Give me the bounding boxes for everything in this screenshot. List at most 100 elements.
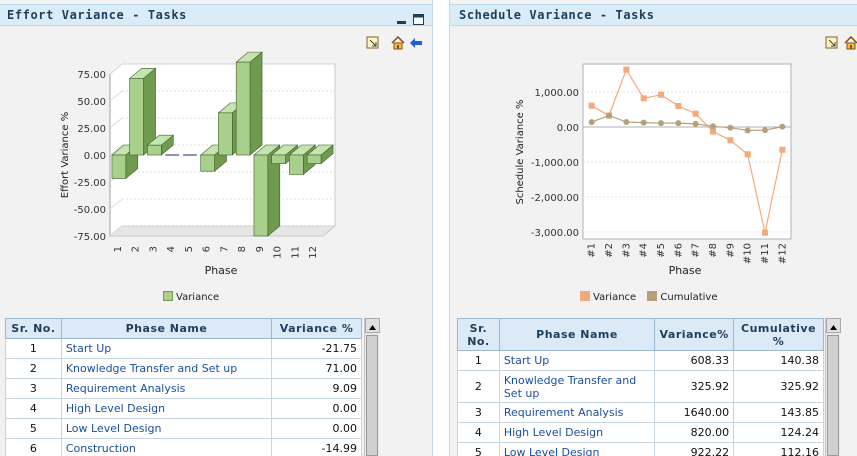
export-icon[interactable] bbox=[825, 35, 839, 49]
table-cell: 6 bbox=[5, 438, 62, 456]
x-axis-title: Phase bbox=[205, 264, 238, 277]
data-point bbox=[640, 95, 647, 102]
x-tick-label: #5 bbox=[656, 243, 667, 258]
home-icon[interactable] bbox=[844, 35, 857, 50]
bar bbox=[306, 154, 322, 164]
effort-variance-table: Sr. No. Phase Name Variance % 1 Start Up -… bbox=[5, 318, 362, 456]
x-tick-label: #2 bbox=[604, 243, 615, 258]
x-tick-label: #4 bbox=[639, 243, 650, 258]
x-tick-label: #9 bbox=[725, 243, 736, 258]
x-tick-label: 11 bbox=[290, 246, 301, 259]
col-header-variance[interactable]: Variance % bbox=[271, 318, 362, 339]
legend-label: Variance bbox=[176, 292, 220, 303]
data-point bbox=[710, 128, 716, 135]
x-tick-label: #11 bbox=[760, 243, 771, 264]
x-tick-label: #12 bbox=[777, 243, 788, 264]
table-row: 5 Low Level Design 922.22 112.16 bbox=[457, 442, 824, 456]
table-cell: 820.00 bbox=[654, 422, 735, 443]
phase-name-link[interactable]: Low Level Design bbox=[60, 418, 273, 439]
phase-name-link[interactable]: Start Up bbox=[498, 350, 656, 371]
scroll-thumb[interactable] bbox=[366, 335, 378, 456]
phase-name-link[interactable]: High Level Design bbox=[60, 398, 273, 419]
table-row: 5 Low Level Design 0.00 bbox=[5, 418, 362, 439]
col-header-sr-no[interactable]: Sr. No. bbox=[457, 318, 500, 351]
bar-side bbox=[249, 51, 263, 156]
scroll-up-button[interactable] bbox=[365, 318, 380, 333]
y-axis-title: Effort Variance % bbox=[60, 112, 71, 198]
y-tick-label: -50.00 bbox=[74, 205, 106, 216]
table-cell: 2 bbox=[457, 370, 500, 403]
phase-name-link[interactable]: Requirement Analysis bbox=[498, 402, 656, 423]
grid-line-side bbox=[109, 225, 123, 237]
x-tick-label: #6 bbox=[673, 243, 684, 258]
y-tick-label: 0.00 bbox=[84, 151, 106, 162]
x-tick-label: 6 bbox=[202, 246, 213, 252]
y-tick-label: -75.00 bbox=[74, 232, 106, 243]
y-tick-label: 1,000.00 bbox=[534, 88, 579, 99]
bar bbox=[218, 112, 233, 156]
data-point bbox=[588, 102, 595, 109]
home-icon[interactable] bbox=[391, 35, 405, 50]
phase-name-link[interactable]: Knowledge Transfer and Set up bbox=[498, 370, 656, 403]
table-cell: 112.16 bbox=[733, 442, 824, 456]
table-cell: 1 bbox=[457, 350, 500, 371]
legend-label-cumulative: Cumulative bbox=[660, 292, 718, 303]
panel-title: Effort Variance - Tasks bbox=[7, 8, 187, 22]
table-cell: 608.33 bbox=[654, 350, 735, 371]
table-cell: 1640.00 bbox=[654, 402, 735, 423]
y-tick-label: -25.00 bbox=[74, 178, 106, 189]
data-point bbox=[675, 103, 682, 109]
phase-name-link[interactable]: Knowledge Transfer and Set up bbox=[60, 358, 273, 379]
table-row: 1 Start Up -21.75 bbox=[5, 338, 362, 359]
data-point bbox=[762, 127, 768, 134]
x-axis-title: Phase bbox=[669, 264, 702, 277]
phase-name-link[interactable]: Start Up bbox=[60, 338, 273, 359]
data-point bbox=[727, 137, 734, 144]
data-point bbox=[675, 120, 682, 127]
export-icon[interactable] bbox=[366, 35, 380, 49]
table-row: 3 Requirement Analysis 9.09 bbox=[5, 378, 362, 399]
grid-line-side bbox=[109, 63, 123, 75]
table-scrollbar[interactable] bbox=[364, 318, 380, 456]
col-header-phase-name[interactable]: Phase Name bbox=[498, 318, 656, 351]
effort-variance-panel: Effort Variance - Tasks 75.00 50.00 25.00 0… bbox=[0, 0, 433, 456]
data-point bbox=[692, 120, 699, 127]
table-row: 1 Start Up 608.33 140.38 bbox=[457, 350, 824, 371]
col-header-sr-no[interactable]: Sr. No. bbox=[5, 318, 62, 339]
legend-swatch-variance bbox=[580, 291, 590, 301]
col-header-cumulative[interactable]: Cumulative % bbox=[733, 318, 824, 351]
table-scrollbar[interactable] bbox=[825, 318, 841, 456]
col-header-variance[interactable]: Variance% bbox=[654, 318, 735, 351]
minimize-icon[interactable] bbox=[396, 10, 407, 24]
legend-label-variance: Variance bbox=[593, 292, 637, 303]
data-point bbox=[640, 119, 647, 126]
y-tick-label: 75.00 bbox=[77, 70, 106, 81]
maximize-icon[interactable] bbox=[413, 10, 424, 25]
table-cell: 4 bbox=[457, 422, 500, 443]
schedule-variance-table: Sr. No. Phase Name Variance% Cumulative … bbox=[457, 318, 824, 456]
bar bbox=[253, 154, 269, 237]
scroll-up-button[interactable] bbox=[826, 318, 841, 333]
y-tick-label: -1,000.00 bbox=[531, 158, 579, 169]
x-tick-label: #1 bbox=[587, 243, 598, 258]
scroll-thumb[interactable] bbox=[827, 335, 839, 456]
phase-name-link[interactable]: Low Level Design bbox=[498, 442, 656, 456]
back-arrow-icon[interactable] bbox=[409, 35, 423, 49]
bar bbox=[129, 78, 144, 156]
bar bbox=[147, 144, 162, 156]
x-tick-label: #8 bbox=[708, 243, 719, 258]
phase-name-link[interactable]: Requirement Analysis bbox=[60, 378, 273, 399]
schedule-variance-chart: 1,000.00 0.00 -1,000.00 -2,000.00 -3,000.00 #… bbox=[515, 63, 792, 277]
y-tick-label: -2,000.00 bbox=[531, 193, 579, 204]
table-cell: 0.00 bbox=[271, 398, 362, 419]
data-point bbox=[658, 91, 664, 98]
phase-name-link[interactable]: High Level Design bbox=[498, 422, 656, 443]
x-tick-label: 10 bbox=[273, 246, 284, 259]
col-header-phase-name[interactable]: Phase Name bbox=[60, 318, 273, 339]
x-tick-label: 1 bbox=[113, 246, 124, 252]
grid-line-side bbox=[109, 117, 123, 129]
phase-name-link[interactable]: Construction bbox=[60, 438, 273, 456]
table-cell: 143.85 bbox=[733, 402, 824, 423]
table-row: 2 Knowledge Transfer and Set up 325.92 325.… bbox=[457, 370, 824, 403]
